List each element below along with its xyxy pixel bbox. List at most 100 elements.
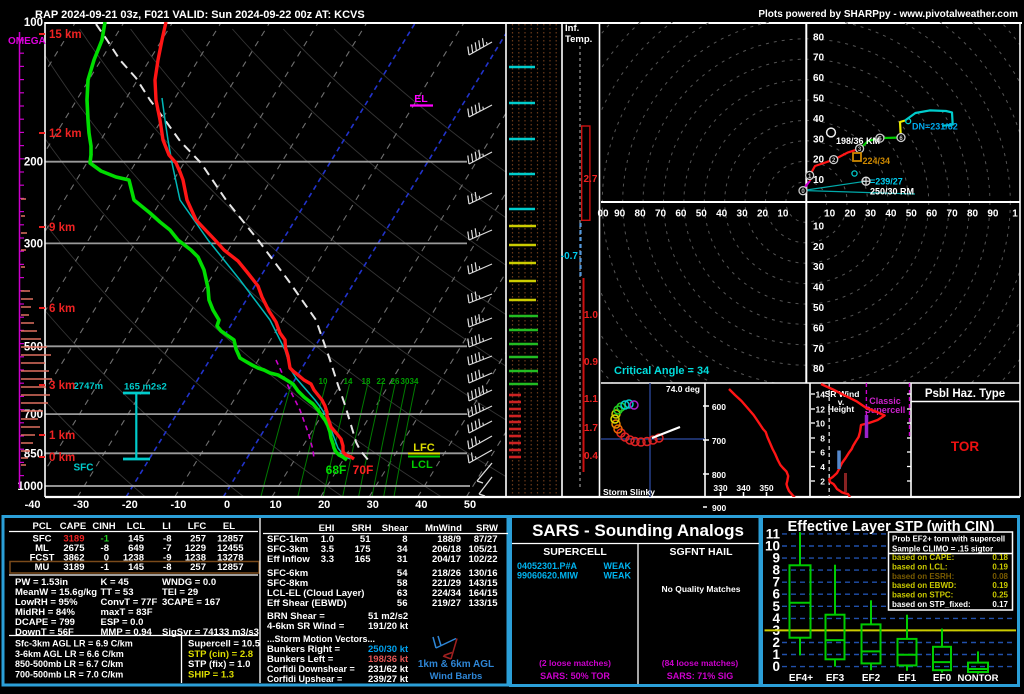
svg-text:10: 10: [319, 377, 328, 386]
svg-text:K = 45: K = 45: [101, 577, 130, 588]
svg-text:CAPE: CAPE: [60, 521, 86, 532]
svg-text:2: 2: [820, 477, 825, 487]
svg-text:800: 800: [712, 470, 726, 480]
svg-text:10: 10: [777, 209, 789, 220]
svg-text:50: 50: [813, 303, 825, 314]
svg-text:3862: 3862: [63, 553, 84, 564]
svg-text:10: 10: [765, 539, 780, 554]
svg-text:54: 54: [397, 568, 408, 579]
svg-text:191/20 kt: 191/20 kt: [368, 621, 409, 632]
svg-text:WNDG = 0.0: WNDG = 0.0: [162, 577, 216, 588]
svg-text:30: 30: [813, 262, 825, 273]
svg-text:63: 63: [397, 588, 408, 599]
svg-text:51: 51: [360, 534, 371, 545]
svg-text:145: 145: [128, 534, 145, 545]
svg-text:LCL: LCL: [411, 459, 433, 471]
svg-text:6: 6: [899, 136, 903, 142]
svg-text:BRN Shear =: BRN Shear =: [267, 611, 325, 622]
svg-text:DCAPE = 799: DCAPE = 799: [15, 617, 75, 628]
svg-text:30: 30: [737, 209, 749, 220]
svg-text:231/62 kt: 231/62 kt: [368, 664, 409, 675]
svg-text:700: 700: [712, 436, 726, 446]
svg-text:-7: -7: [163, 543, 171, 554]
svg-text:-40: -40: [25, 499, 41, 511]
svg-text:18: 18: [362, 377, 371, 386]
svg-text:239/27 kt: 239/27 kt: [368, 674, 409, 685]
svg-text:0.08: 0.08: [992, 572, 1008, 581]
svg-text:MMP = 0.94: MMP = 0.94: [101, 627, 153, 638]
svg-text:22: 22: [377, 377, 386, 386]
svg-text:14: 14: [344, 377, 353, 386]
svg-text:RAP 2024-09-21 03z, F021 VALI: RAP 2024-09-21 03z, F021 VALID: Sun 2024…: [35, 9, 365, 21]
svg-text:165: 165: [355, 554, 372, 565]
svg-text:60: 60: [926, 209, 938, 220]
svg-text:DownT = 56F: DownT = 56F: [15, 627, 74, 638]
svg-text:10: 10: [269, 499, 281, 511]
svg-text:1238: 1238: [185, 553, 206, 564]
svg-text:206/18: 206/18: [432, 544, 461, 555]
svg-text:0.19: 0.19: [992, 562, 1008, 571]
svg-text:1.1: 1.1: [584, 394, 598, 405]
svg-text:SRW: SRW: [476, 523, 498, 534]
svg-text:1229: 1229: [185, 543, 206, 554]
svg-text:218/26: 218/26: [432, 568, 461, 579]
svg-text:9: 9: [772, 551, 780, 566]
svg-text:34: 34: [410, 377, 419, 386]
svg-text:WEAK: WEAK: [604, 571, 632, 581]
svg-text:13278: 13278: [217, 553, 243, 564]
svg-text:Eff Shear (EBWD): Eff Shear (EBWD): [267, 598, 347, 609]
svg-text:70: 70: [813, 53, 825, 64]
svg-text:EL: EL: [414, 93, 428, 105]
svg-text:based on CAPE:: based on CAPE:: [892, 553, 954, 562]
svg-text:TT = 53: TT = 53: [101, 587, 134, 598]
svg-text:20: 20: [845, 209, 857, 220]
svg-text:0: 0: [772, 659, 780, 674]
svg-text:219/27: 219/27: [432, 598, 461, 609]
svg-text:Sfc-3km AGL LR = 6.9 C/km: Sfc-3km AGL LR = 6.9 C/km: [15, 639, 133, 649]
svg-text:70: 70: [655, 209, 667, 220]
svg-text:90: 90: [614, 209, 626, 220]
svg-text:1: 1: [808, 174, 812, 180]
svg-text:4: 4: [820, 462, 825, 472]
svg-text:=239/27: =239/27: [870, 177, 903, 187]
svg-text:v.: v.: [838, 397, 844, 407]
svg-text:60: 60: [813, 73, 825, 84]
svg-text:0.17: 0.17: [992, 600, 1008, 609]
svg-text:ESP = 0.0: ESP = 0.0: [101, 617, 144, 628]
svg-text:80: 80: [967, 209, 979, 220]
svg-text:Height: Height: [828, 404, 855, 414]
svg-text:-10: -10: [170, 499, 186, 511]
svg-text:SFC-1km: SFC-1km: [267, 534, 308, 545]
svg-text:based on STPC:: based on STPC:: [892, 591, 953, 600]
svg-text:26: 26: [391, 377, 400, 386]
svg-text:20: 20: [813, 155, 825, 166]
svg-text:OMEGA: OMEGA: [8, 36, 46, 47]
svg-text:649: 649: [128, 543, 144, 554]
svg-text:Inf.: Inf.: [565, 23, 579, 34]
svg-text:MeanW = 15.6g/kg: MeanW = 15.6g/kg: [15, 587, 97, 598]
svg-text:-8: -8: [101, 543, 109, 554]
svg-text:-30: -30: [73, 499, 89, 511]
svg-text:15 km: 15 km: [49, 29, 82, 41]
svg-text:Prob EF2+ torn with supercell: Prob EF2+ torn with supercell: [892, 535, 1005, 544]
svg-text:51 m2/s2: 51 m2/s2: [368, 611, 408, 622]
svg-text:DN=231/62: DN=231/62: [912, 122, 958, 132]
svg-text:No Quality Matches: No Quality Matches: [662, 584, 741, 594]
svg-text:102/22: 102/22: [468, 554, 497, 565]
svg-text:250/30 RM: 250/30 RM: [870, 187, 914, 197]
svg-text:-9: -9: [163, 553, 171, 564]
svg-text:8: 8: [402, 534, 407, 545]
svg-text:2: 2: [832, 158, 836, 164]
svg-text:SFC: SFC: [74, 463, 94, 474]
svg-text:EF3: EF3: [826, 673, 845, 684]
svg-text:3189: 3189: [63, 562, 84, 573]
svg-text:900: 900: [712, 503, 726, 513]
svg-text:40: 40: [813, 114, 825, 125]
svg-text:3.5: 3.5: [321, 544, 335, 555]
svg-text:STP (cin) = 2.8: STP (cin) = 2.8: [188, 649, 253, 660]
svg-text:EL: EL: [223, 521, 235, 532]
svg-text:30: 30: [401, 377, 410, 386]
svg-text:221/29: 221/29: [432, 578, 461, 589]
svg-text:(84 loose matches): (84 loose matches): [662, 658, 739, 668]
svg-text:SigSvr = 74133 m3/s3: SigSvr = 74133 m3/s3: [162, 627, 259, 638]
